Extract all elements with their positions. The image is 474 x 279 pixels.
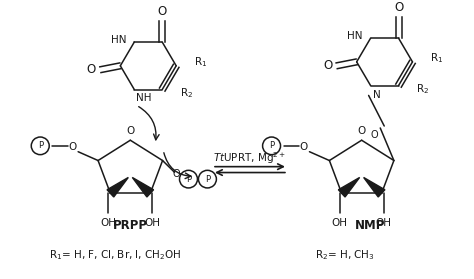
Text: R$_1$= H, F, Cl, Br, I, CH$_2$OH: R$_1$= H, F, Cl, Br, I, CH$_2$OH <box>49 248 182 262</box>
Circle shape <box>31 137 49 155</box>
Circle shape <box>263 137 281 155</box>
Text: P: P <box>37 141 43 150</box>
Text: R$_2$= H, CH$_3$: R$_2$= H, CH$_3$ <box>315 248 374 262</box>
Polygon shape <box>364 177 385 197</box>
Text: P: P <box>205 175 210 184</box>
Text: NH: NH <box>137 93 152 104</box>
Text: R$_1$: R$_1$ <box>430 51 444 65</box>
Text: OH: OH <box>375 218 392 228</box>
Text: O: O <box>357 126 366 136</box>
Text: HN: HN <box>111 35 127 45</box>
Text: O: O <box>394 1 403 14</box>
Text: O: O <box>157 5 167 18</box>
Text: O: O <box>323 59 332 72</box>
Circle shape <box>180 170 198 188</box>
Text: R$_1$: R$_1$ <box>194 55 208 69</box>
Text: NMP: NMP <box>355 219 385 232</box>
Text: OH: OH <box>332 218 348 228</box>
Text: O: O <box>87 63 96 76</box>
Text: O: O <box>173 169 181 179</box>
Text: O: O <box>126 126 135 136</box>
Text: N: N <box>373 90 380 100</box>
Text: $\mathit{Tt}$UPRT, Mg$^{2+}$: $\mathit{Tt}$UPRT, Mg$^{2+}$ <box>213 150 287 166</box>
Text: O: O <box>371 130 378 140</box>
Polygon shape <box>107 177 128 197</box>
Text: PRPP: PRPP <box>113 219 148 232</box>
Text: O: O <box>68 142 76 152</box>
Text: P: P <box>269 141 274 150</box>
Text: R$_2$: R$_2$ <box>417 83 429 97</box>
Text: R$_2$: R$_2$ <box>180 86 193 100</box>
Polygon shape <box>132 177 154 197</box>
Text: O: O <box>300 142 308 152</box>
Text: HN: HN <box>347 31 363 41</box>
Polygon shape <box>338 177 360 197</box>
Circle shape <box>199 170 217 188</box>
Text: OH: OH <box>100 218 117 228</box>
Text: P: P <box>186 175 191 184</box>
Text: OH: OH <box>144 218 160 228</box>
